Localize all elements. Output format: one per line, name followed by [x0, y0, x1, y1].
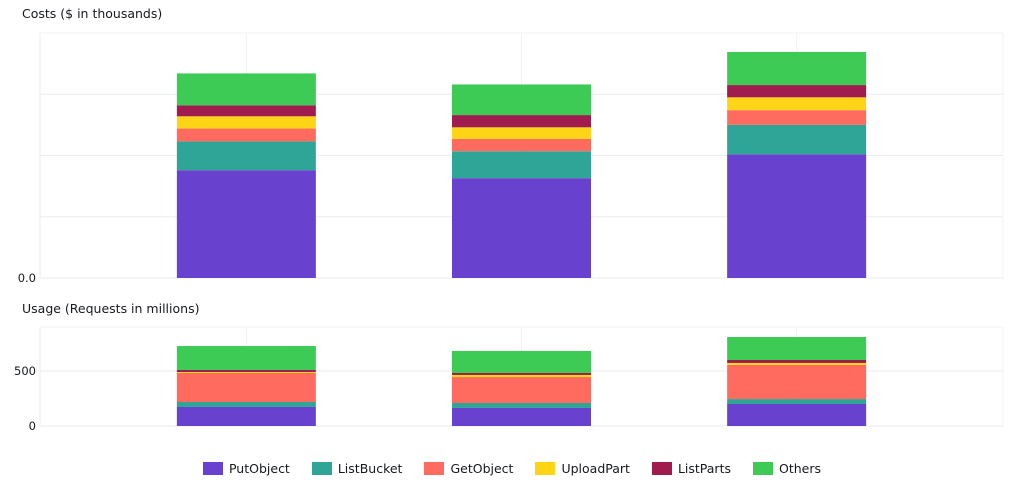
usage-chart-title: Usage (Requests in millions): [22, 301, 200, 316]
bar-getobject: [727, 110, 867, 125]
bar-others: [727, 51, 867, 86]
legend-item[interactable]: GetObject: [424, 461, 513, 476]
bar-putobject: [727, 154, 867, 278]
bar-uploadpart: [727, 97, 867, 111]
legend-item[interactable]: ListBucket: [311, 461, 403, 476]
bar-others: [727, 337, 867, 360]
legend-item[interactable]: PutObject: [202, 461, 290, 476]
bar-listbucket: [176, 402, 316, 407]
bar-others: [452, 84, 591, 116]
bar-listbucket: [727, 124, 867, 155]
bar-uploadpart: [176, 371, 316, 373]
bar-getobject: [452, 377, 591, 404]
legend-label: Others: [778, 461, 821, 476]
costs-chart-title: Costs ($ in thousands): [22, 6, 163, 21]
legend-label: PutObject: [228, 461, 290, 476]
legend-item[interactable]: Others: [752, 461, 821, 476]
legend-swatch: [651, 462, 672, 475]
bar-getobject: [176, 128, 316, 142]
bar-listparts: [727, 360, 867, 363]
legend-swatch: [535, 462, 556, 475]
bar-others: [176, 346, 316, 371]
bar-getobject: [727, 364, 867, 400]
bar-others: [452, 350, 591, 373]
bar-putobject: [452, 407, 591, 426]
y-tick-label: 500: [14, 364, 36, 378]
bar-putobject: [176, 406, 316, 426]
bar-uploadpart: [452, 374, 591, 378]
bar-listparts: [176, 370, 316, 372]
y-tick-label: 0.0: [18, 271, 36, 285]
bar-listbucket: [176, 141, 316, 171]
bar-listparts: [452, 115, 591, 128]
legend-label: ListBucket: [337, 461, 403, 476]
bar-putobject: [727, 404, 867, 426]
legend-item[interactable]: ListParts: [651, 461, 731, 476]
legend-label: GetObject: [450, 461, 514, 476]
legend-swatch: [752, 462, 773, 475]
bar-getobject: [176, 372, 316, 403]
bar-uploadpart: [727, 362, 867, 365]
bar-uploadpart: [176, 116, 316, 129]
bar-others: [176, 73, 316, 106]
bar-getobject: [452, 138, 591, 152]
legend-item[interactable]: UploadPart: [535, 461, 630, 476]
bar-uploadpart: [452, 127, 591, 139]
legend-label: ListParts: [677, 461, 731, 476]
bar-listbucket: [452, 403, 591, 408]
legend-swatch: [424, 462, 445, 475]
bar-listparts: [176, 105, 316, 117]
legend: PutObject ListBucket GetObject UploadPart Li…: [0, 461, 1024, 476]
y-tick-label: 0: [29, 419, 36, 433]
bar-listparts: [727, 85, 867, 98]
bar-listbucket: [452, 151, 591, 179]
legend-swatch: [311, 462, 332, 475]
bar-listbucket: [727, 399, 867, 404]
bar-listparts: [452, 372, 591, 375]
legend-label: UploadPart: [561, 461, 630, 476]
bar-putobject: [176, 170, 316, 278]
legend-swatch: [202, 462, 223, 475]
bar-putobject: [452, 178, 591, 278]
